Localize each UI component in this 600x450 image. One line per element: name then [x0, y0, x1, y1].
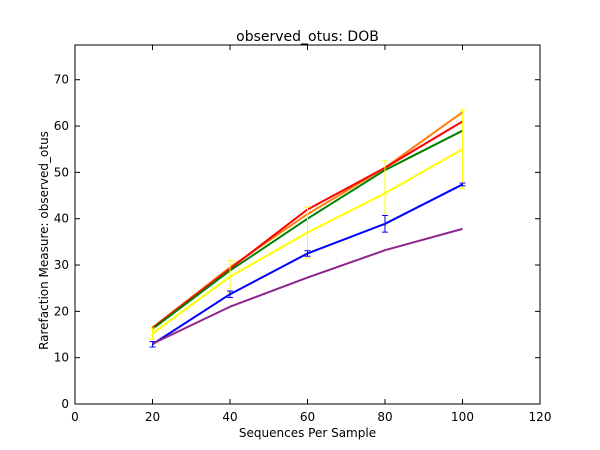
y-tick-label: 50 [54, 165, 69, 179]
x-axis-label: Sequences Per Sample [239, 426, 376, 440]
y-tick-label: 10 [54, 351, 69, 365]
x-tick-label: 60 [300, 410, 315, 424]
x-tick-label: 20 [145, 410, 160, 424]
chart-title: observed_otus: DOB [236, 29, 379, 45]
x-tick-label: 80 [377, 410, 392, 424]
x-tick-label: 0 [71, 410, 79, 424]
y-tick-label: 20 [54, 304, 69, 318]
y-tick-label: 40 [54, 212, 69, 226]
y-tick-label: 30 [54, 258, 69, 272]
y-tick-label: 70 [54, 73, 69, 87]
x-tick-label: 120 [529, 410, 552, 424]
x-tick-label: 100 [451, 410, 474, 424]
y-tick-label: 60 [54, 119, 69, 133]
y-tick-label: 0 [61, 397, 69, 411]
x-tick-label: 40 [222, 410, 237, 424]
series-line-6 [152, 227, 463, 345]
y-axis-label: Rarefaction Measure: observed_otus [37, 131, 51, 350]
plot-layer: 0 20 40 60 80 100 120 0 10 20 30 40 50 60 70 [54, 44, 552, 424]
